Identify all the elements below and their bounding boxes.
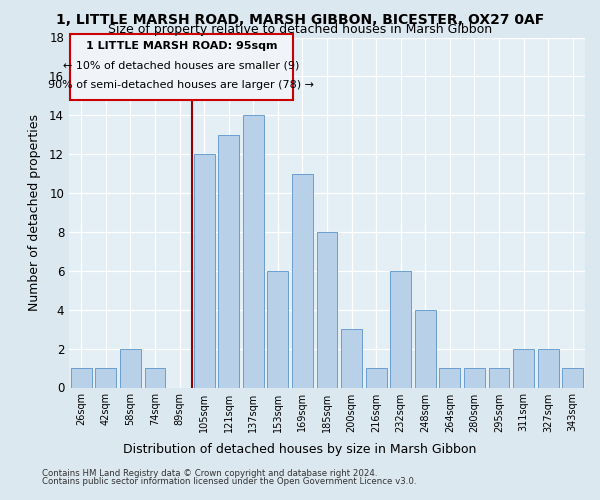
Text: 90% of semi-detached houses are larger (78) →: 90% of semi-detached houses are larger (… bbox=[49, 80, 314, 90]
Y-axis label: Number of detached properties: Number of detached properties bbox=[28, 114, 41, 311]
Bar bbox=[71, 368, 92, 388]
Text: Distribution of detached houses by size in Marsh Gibbon: Distribution of detached houses by size … bbox=[124, 442, 476, 456]
Bar bbox=[390, 271, 411, 388]
Text: 1, LITTLE MARSH ROAD, MARSH GIBBON, BICESTER, OX27 0AF: 1, LITTLE MARSH ROAD, MARSH GIBBON, BICE… bbox=[56, 12, 544, 26]
Bar bbox=[317, 232, 337, 388]
Bar bbox=[538, 348, 559, 388]
Bar bbox=[562, 368, 583, 388]
Bar bbox=[488, 368, 509, 388]
Text: ← 10% of detached houses are smaller (9): ← 10% of detached houses are smaller (9) bbox=[63, 60, 299, 70]
Text: Size of property relative to detached houses in Marsh Gibbon: Size of property relative to detached ho… bbox=[108, 22, 492, 36]
Bar bbox=[415, 310, 436, 388]
Text: Contains HM Land Registry data © Crown copyright and database right 2024.: Contains HM Land Registry data © Crown c… bbox=[42, 468, 377, 477]
Bar bbox=[365, 368, 386, 388]
Bar bbox=[439, 368, 460, 388]
FancyBboxPatch shape bbox=[70, 34, 293, 100]
Text: Contains public sector information licensed under the Open Government Licence v3: Contains public sector information licen… bbox=[42, 477, 416, 486]
Bar bbox=[95, 368, 116, 388]
Bar bbox=[292, 174, 313, 388]
Bar bbox=[218, 134, 239, 388]
Bar bbox=[513, 348, 534, 388]
Bar bbox=[464, 368, 485, 388]
Bar bbox=[145, 368, 166, 388]
Text: 1 LITTLE MARSH ROAD: 95sqm: 1 LITTLE MARSH ROAD: 95sqm bbox=[86, 42, 277, 51]
Bar bbox=[120, 348, 141, 388]
Bar bbox=[243, 116, 264, 388]
Bar bbox=[194, 154, 215, 388]
Bar bbox=[341, 329, 362, 388]
Bar bbox=[268, 271, 289, 388]
